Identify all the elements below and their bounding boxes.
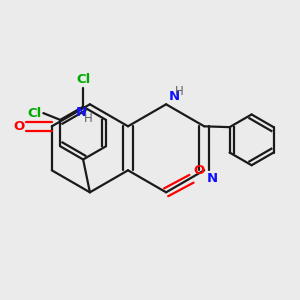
- Text: O: O: [14, 120, 25, 133]
- Text: H: H: [84, 112, 93, 125]
- Text: O: O: [193, 164, 204, 177]
- Text: N: N: [76, 106, 87, 119]
- Text: Cl: Cl: [76, 74, 90, 86]
- Text: N: N: [207, 172, 218, 185]
- Text: N: N: [169, 90, 180, 103]
- Text: H: H: [175, 85, 183, 98]
- Text: Cl: Cl: [27, 106, 42, 120]
